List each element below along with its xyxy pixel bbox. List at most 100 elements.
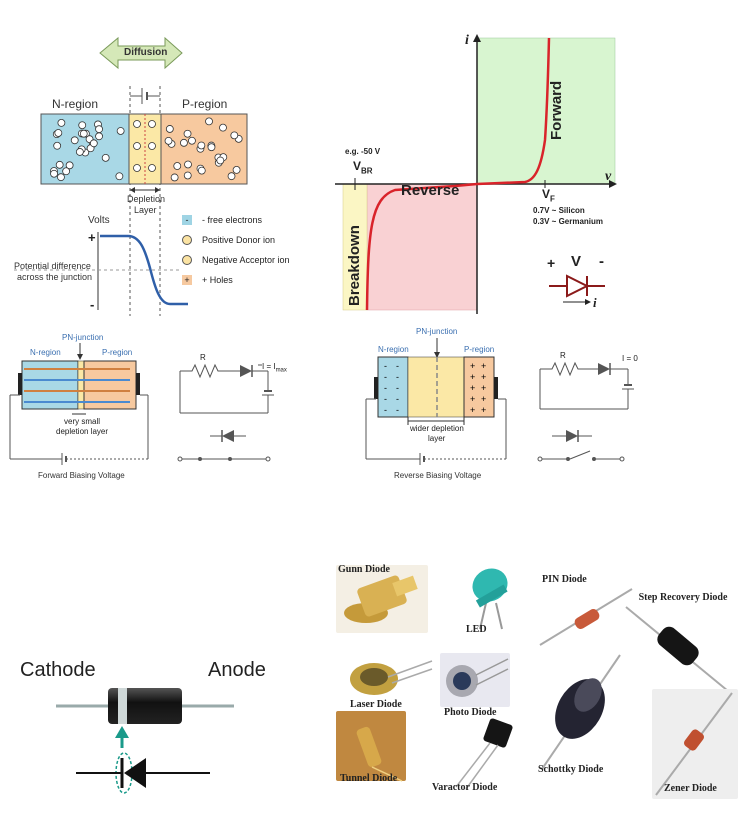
diode-types-collage: Gunn Diode LED PIN Diode Step Recovery D… — [330, 555, 745, 826]
diffusion-label: Diffusion — [124, 47, 168, 58]
vf-label: VF — [542, 188, 555, 203]
reverse-bias-diagram: PN-junction N-region P-region - + - + - + - + - +… — [360, 325, 660, 490]
fb-depletion-note-1: very small — [64, 417, 101, 426]
diode-package-diagram: Cathode Anode — [0, 640, 266, 800]
iv-curve-diagram: i v Forward Reverse Breakdown e.g. -50 V… — [335, 30, 645, 320]
legend-text: Negative Acceptor ion — [202, 255, 290, 265]
acceptor-ion-mark — [78, 121, 87, 130]
potential-label-1: Potential difference — [14, 261, 91, 271]
fb-p-region-label: P-region — [102, 348, 133, 357]
hole-mark — [183, 171, 192, 180]
volts-label: Volts — [88, 215, 110, 226]
p-region-label: P-region — [182, 97, 228, 111]
reverse-label: Reverse — [401, 182, 460, 199]
hole-mark: + — [470, 383, 475, 393]
hole-mark — [197, 166, 206, 175]
vbr-example: e.g. -50 V — [345, 147, 381, 156]
symbol-i: i — [593, 295, 597, 310]
acceptor-ion-mark — [116, 127, 125, 135]
diode-type-label: Schottky Diode — [538, 764, 604, 775]
legend-text: + Holes — [202, 275, 233, 285]
led-icon — [472, 568, 508, 630]
silicon-note: 0.7V ~ Silicon — [533, 206, 585, 215]
fb-depletion-note-2: depletion layer — [56, 427, 109, 436]
hole-mark: + — [481, 394, 486, 404]
electron-mark: - — [384, 361, 387, 371]
rb-resistor-label: R — [560, 351, 566, 360]
diode-type-label: Laser Diode — [350, 699, 402, 710]
laser-diode-icon — [350, 660, 433, 695]
rb-depletion-note-1: wider depletion — [410, 424, 464, 433]
legend-swatch — [182, 235, 192, 245]
electron-mark: - — [384, 383, 387, 393]
pn-junction-diagram: Diffusion N-region P-region Depletion La… — [0, 0, 330, 320]
fb-pn-junction-label: PN-junction — [62, 333, 104, 342]
schottky-diode-icon — [541, 654, 621, 770]
depletion-label-2: Layer — [134, 205, 157, 215]
diode-type-label: PIN Diode — [542, 574, 587, 585]
acceptor-ion-mark — [95, 132, 103, 141]
donor-ion-mark — [148, 164, 156, 172]
hole-mark — [184, 160, 192, 169]
legend-item: + + Holes — [182, 270, 332, 290]
legend-text: Positive Donor ion — [202, 235, 276, 245]
carrier-legend: - - free electrons Positive Donor ion Ne… — [182, 210, 332, 290]
hole-mark — [183, 129, 192, 138]
i-axis-label: i — [465, 33, 469, 48]
potential-label-2: across the junction — [17, 272, 93, 282]
rb-circuit — [537, 361, 634, 462]
germanium-note: 0.3V ~ Germanium — [533, 217, 604, 226]
volts-plus: + — [88, 230, 96, 245]
hole-mark — [188, 136, 196, 145]
donor-ion-mark — [133, 164, 141, 172]
hole-mark: + — [470, 361, 475, 371]
pin-diode-icon — [539, 588, 633, 646]
diode-symbol-icon — [549, 274, 605, 305]
fb-circuit — [177, 363, 274, 462]
step-recovery-diode-icon — [625, 606, 729, 692]
rb-current-label: I = 0 — [622, 354, 638, 363]
legend-swatch: - — [182, 215, 192, 225]
hole-mark — [216, 156, 225, 165]
varactor-diode-icon — [455, 718, 513, 790]
acceptor-ion-mark — [62, 167, 71, 176]
electron-mark: - — [396, 394, 399, 404]
hole-mark: + — [481, 372, 486, 382]
diffusion-arrow — [99, 36, 183, 70]
electron-mark: - — [396, 372, 399, 382]
photo-diode-icon — [446, 658, 509, 697]
hole-mark — [232, 166, 241, 174]
gunn-diode-icon — [344, 575, 418, 623]
legend-swatch — [182, 255, 192, 265]
hole-mark: + — [481, 383, 486, 393]
diode-type-label: Step Recovery Diode — [638, 592, 728, 603]
acceptor-ion-mark — [65, 161, 74, 170]
cathode-label: Cathode — [20, 659, 96, 681]
zener-diode-photo — [652, 689, 738, 799]
electron-mark: - — [384, 405, 387, 415]
electron-mark: - — [396, 361, 399, 371]
hole-mark — [165, 125, 174, 133]
acceptor-ion-mark — [54, 129, 63, 137]
acceptor-ion-mark — [57, 173, 65, 182]
legend-item: Negative Acceptor ion — [182, 250, 332, 270]
n-region-label: N-region — [52, 97, 99, 111]
electron-mark: - — [396, 383, 399, 393]
hole-mark — [207, 143, 216, 152]
hole-mark — [173, 162, 182, 170]
vbr-label: VBR — [353, 160, 373, 175]
legend-item: - - free electrons — [182, 210, 332, 230]
hole-mark — [180, 138, 188, 147]
zener-diode-icon — [655, 692, 733, 796]
hole-mark — [227, 172, 236, 181]
donor-ion-mark — [148, 142, 156, 150]
diode-type-label: Tunnel Diode — [340, 773, 398, 784]
legend-item: Positive Donor ion — [182, 230, 332, 250]
vbr-main: V — [353, 159, 362, 173]
legend-text: - free electrons — [202, 215, 263, 225]
electron-mark: - — [384, 394, 387, 404]
diode-type-label: Zener Diode — [664, 783, 717, 794]
acceptor-ion-mark — [115, 172, 124, 181]
rb-caption: Reverse Biasing Voltage — [394, 471, 482, 480]
electron-mark: - — [384, 372, 387, 382]
